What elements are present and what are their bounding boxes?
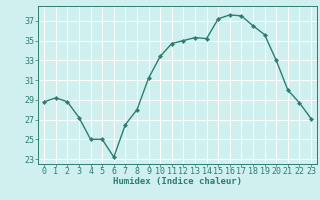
X-axis label: Humidex (Indice chaleur): Humidex (Indice chaleur): [113, 177, 242, 186]
